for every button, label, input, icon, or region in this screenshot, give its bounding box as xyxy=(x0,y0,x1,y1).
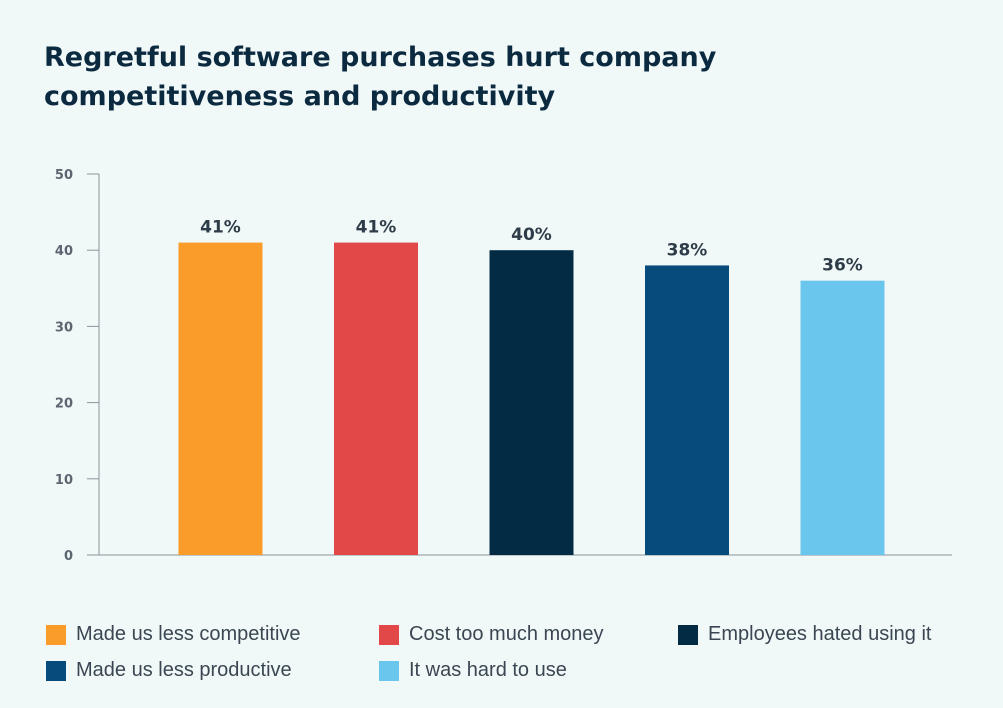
y-tick-label: 50 xyxy=(55,168,73,183)
legend-label: It was hard to use xyxy=(409,659,567,681)
legend-label: Made us less productive xyxy=(76,659,292,681)
y-tick-label: 40 xyxy=(55,244,73,259)
bar xyxy=(334,242,418,555)
legend-item: Cost too much money xyxy=(379,623,604,646)
data-label: 41% xyxy=(200,218,241,238)
bar xyxy=(645,265,729,555)
bar xyxy=(178,242,263,555)
data-label: 40% xyxy=(511,225,552,245)
legend-swatch xyxy=(46,660,66,681)
data-label: 38% xyxy=(667,240,708,260)
legend-item: It was hard to use xyxy=(379,659,567,682)
legend-label: Made us less competitive xyxy=(76,623,301,645)
legend-swatch xyxy=(379,660,399,681)
y-tick-label: 20 xyxy=(55,397,73,412)
bar xyxy=(489,250,574,555)
y-tick-label: 0 xyxy=(64,549,73,564)
legend-item: Made us less productive xyxy=(46,659,292,682)
bar-chart: 0 10 20 30 40 50 41% 41% 40% 38% 36% xyxy=(55,168,952,564)
legend-item: Employees hated using it xyxy=(678,623,931,646)
y-tick-label: 30 xyxy=(55,320,73,335)
data-label: 36% xyxy=(822,256,863,276)
bar xyxy=(800,280,885,555)
legend-label: Employees hated using it xyxy=(708,623,932,645)
legend-swatch xyxy=(46,624,66,645)
data-label: 41% xyxy=(356,218,397,238)
legend-item: Made us less competitive xyxy=(46,623,301,646)
y-tick-label: 10 xyxy=(55,473,73,488)
legend-swatch xyxy=(379,624,399,645)
legend-label: Cost too much money xyxy=(409,623,604,645)
chart-title: Regretful software purchases hurt compan… xyxy=(44,42,717,112)
legend-swatch xyxy=(678,624,698,645)
